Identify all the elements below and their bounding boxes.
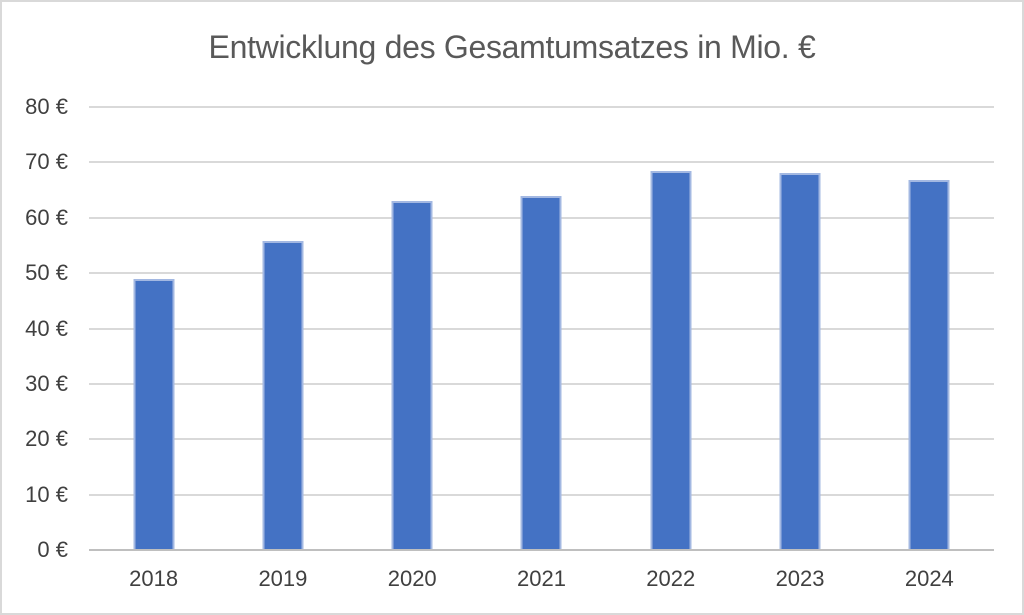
gridline	[89, 106, 994, 108]
bars-layer	[89, 107, 994, 550]
plot-area	[89, 106, 994, 551]
y-axis-tick-label: 80 €	[25, 94, 68, 119]
category-band	[89, 107, 218, 550]
bar-2020	[391, 201, 433, 550]
x-axis-line	[89, 549, 994, 551]
gridline	[89, 161, 994, 164]
bar-2019	[262, 241, 304, 550]
y-axis-tick-label: 40 €	[25, 315, 68, 341]
y-axis-tick-label: 60 €	[25, 204, 68, 230]
bar-2023	[779, 172, 821, 550]
x-axis-tick-label: 2022	[646, 566, 696, 591]
category-band	[735, 107, 864, 550]
x-axis-labels: 2018 2019 2020 2021 2022 2023 2024	[89, 562, 994, 596]
y-axis-tick-label: 20 €	[25, 426, 68, 452]
y-axis-labels: 0 € 10 € 20 € 30 € 40 € 50 € 60 € 70 € 80 €	[2, 96, 68, 561]
x-axis-tick-label: 2019	[258, 566, 308, 591]
category-band	[865, 107, 994, 550]
x-axis-tick-label: 2024	[904, 566, 954, 591]
category-band	[218, 107, 347, 550]
y-axis-tick-label: 30 €	[25, 370, 68, 396]
bar-2024	[908, 179, 950, 550]
category-band	[606, 107, 735, 550]
category-band	[477, 107, 606, 550]
bar-2022	[650, 171, 692, 550]
y-axis-tick-label: 10 €	[25, 481, 68, 507]
x-axis-tick-label: 2023	[775, 566, 825, 591]
x-axis-tick-label: 2018	[129, 566, 179, 591]
bar-2018	[133, 278, 175, 550]
y-axis-tick-label: 0 €	[37, 537, 68, 562]
category-band	[348, 107, 477, 550]
y-axis-tick-label: 50 €	[25, 260, 68, 286]
x-axis-tick-label: 2021	[517, 566, 566, 591]
x-axis-tick-label: 2020	[387, 566, 437, 591]
y-axis-tick-label: 70 €	[25, 149, 68, 175]
chart-title: Entwicklung des Gesamtumsatzes in Mio. €	[208, 29, 816, 65]
bar-2021	[520, 195, 562, 550]
